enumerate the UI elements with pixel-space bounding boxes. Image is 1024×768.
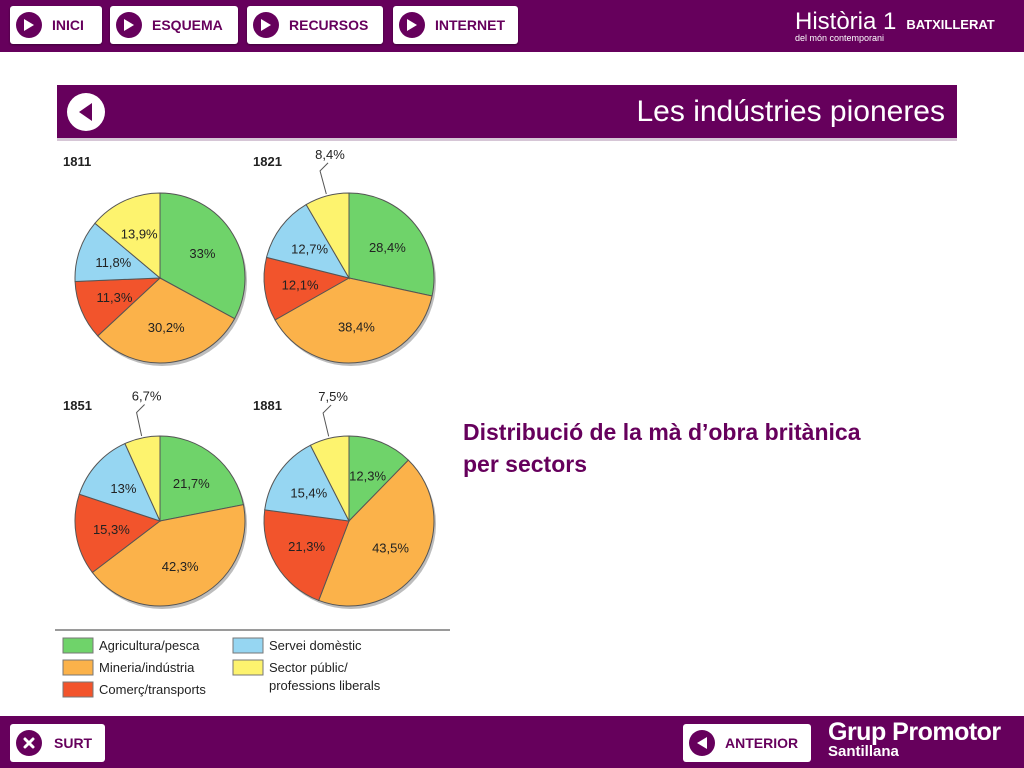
pie-data-label: 11,3% [97, 290, 133, 305]
internet-label: INTERNET [435, 17, 505, 33]
chart-year-label: 1821 [253, 154, 282, 169]
pie-slice-sector-public-professions-liberals-1811 [94, 192, 161, 280]
play-icon [253, 12, 279, 38]
caption-line-1: Distribució de la mà d’obra britànica [463, 419, 861, 445]
pie-leader-line [136, 404, 145, 437]
play-icon [16, 12, 42, 38]
pie-slice-mineria-industria-1811 [97, 277, 236, 364]
pie-slice-comerc-transports-1881 [263, 509, 350, 602]
play-icon [399, 12, 425, 38]
close-icon [16, 730, 42, 756]
pie-slice-mineria-industria-1881 [318, 459, 435, 607]
pie-data-label: 38,4% [338, 320, 375, 335]
inici-button[interactable]: INICI [10, 6, 102, 44]
pie-slice-servei-domestic-1881 [264, 444, 350, 522]
pie-data-label: 12,7% [291, 241, 328, 256]
pie-data-label: 8,4% [315, 148, 345, 162]
page-title: Les indústries pioneres [636, 95, 945, 128]
chart-year-label: 1881 [253, 398, 282, 413]
pie-slice-agricultura-pesca-1881 [348, 435, 410, 523]
pie-slice-sector-public-professions-liberals-1881 [309, 435, 350, 522]
pie-slice-sector-public-professions-liberals-1821 [305, 192, 350, 280]
pie-slice-mineria-industria-1851 [91, 504, 246, 607]
previous-icon [689, 730, 715, 756]
pie-data-label: 21,3% [288, 539, 325, 554]
inici-label: INICI [52, 17, 84, 33]
pie-slice-agricultura-pesca-1811 [159, 192, 246, 320]
pie-data-label: 7,5% [318, 389, 348, 404]
legend-swatch-mineria [62, 659, 94, 676]
pie-charts-figure: 1811 33% 30,2% 11,3% 11,8% 13,9% 1821 28,4% 38,4… [55, 147, 455, 708]
pie-slice-comerc-transports-1851 [74, 493, 162, 574]
legend-swatch-comerc [62, 681, 94, 698]
brand-level: BATXILLERAT [906, 17, 995, 32]
surt-label: SURT [54, 735, 93, 751]
brand-name: Història 1 [795, 8, 897, 35]
pie-data-label: 6,7% [132, 389, 162, 404]
play-icon [116, 12, 142, 38]
anterior-label: ANTERIOR [725, 735, 799, 751]
caption-line-2: per sectors [463, 451, 588, 477]
pie-slice-sector-public-professions-liberals-1851 [124, 435, 161, 522]
legend-label-comerc: Comerç/transports [99, 682, 206, 697]
anterior-button[interactable]: ANTERIOR [683, 724, 811, 762]
pie-data-label: 15,3% [93, 522, 130, 537]
pie-data-label: 28,4% [369, 240, 406, 255]
pie-leader-line [319, 162, 329, 195]
legend-swatch-agricultura [62, 637, 94, 654]
chart-year-label: 1811 [63, 154, 91, 169]
internet-button[interactable]: INTERNET [393, 6, 518, 44]
esquema-label: ESQUEMA [152, 17, 223, 33]
legend-label-servei: Servei domèstic [269, 638, 362, 653]
pie-data-label: 33% [189, 246, 215, 261]
pie-data-label: 13% [110, 481, 136, 496]
legend-swatch-servei [232, 637, 264, 654]
back-arrow-icon [79, 103, 92, 121]
brand-title: Història 1 BATXILLERAT del món contempora… [795, 8, 995, 43]
recursos-button[interactable]: RECURSOS [247, 6, 383, 44]
pie-slice-agricultura-pesca-1851 [159, 435, 244, 522]
pie-slice-agricultura-pesca-1821 [348, 192, 435, 297]
legend-label-agricultura: Agricultura/pesca [99, 638, 200, 653]
chart-year-label: 1851 [63, 398, 92, 413]
pie-data-label: 11,8% [95, 255, 131, 270]
pie-slice-servei-domestic-1811 [74, 222, 162, 282]
back-button[interactable] [67, 93, 105, 131]
top-navigation-bar: INICI ESQUEMA RECURSOS INTERNET Història… [0, 0, 1024, 52]
pie-slice-servei-domestic-1851 [78, 442, 161, 522]
legend-label-sector_public: Sector públic/ [269, 660, 348, 675]
legend-label-mineria: Mineria/indústria [99, 660, 195, 675]
pie-slice-servei-domestic-1821 [265, 203, 351, 279]
surt-button[interactable]: SURT [10, 724, 105, 762]
publisher-logo-line2: Santillana [828, 743, 899, 760]
chart-caption: Distribució de la mà d’obra britànica pe… [463, 416, 933, 480]
publisher-logo: Grup Promotor Santillana [828, 718, 1001, 760]
esquema-button[interactable]: ESQUEMA [110, 6, 238, 44]
title-bar: Les indústries pioneres [57, 85, 957, 141]
bottom-bar: SURT ANTERIOR Grup Promotor Santillana [0, 716, 1024, 768]
pie-leader-line [322, 404, 332, 437]
pie-charts-svg: 1811 33% 30,2% 11,3% 11,8% 13,9% 1821 28,4% 38,4… [55, 147, 450, 698]
recursos-label: RECURSOS [289, 17, 369, 33]
brand-subtitle: del món contemporani [795, 33, 885, 43]
pie-data-label: 42,3% [162, 559, 199, 574]
pie-slice-mineria-industria-1821 [274, 277, 433, 364]
pie-data-label: 15,4% [290, 486, 327, 501]
pie-data-label: 13,9% [121, 226, 158, 241]
publisher-logo-line1: Grup Promotor [828, 718, 1001, 746]
pie-data-label: 12,3% [349, 468, 386, 483]
pie-data-label: 30,2% [148, 320, 185, 335]
pie-data-label: 21,7% [173, 476, 210, 491]
legend-label-sector_public-line2: professions liberals [269, 678, 381, 693]
legend-swatch-sector_public [232, 659, 264, 676]
pie-data-label: 43,5% [372, 541, 409, 556]
pie-data-label: 12,1% [282, 278, 319, 293]
